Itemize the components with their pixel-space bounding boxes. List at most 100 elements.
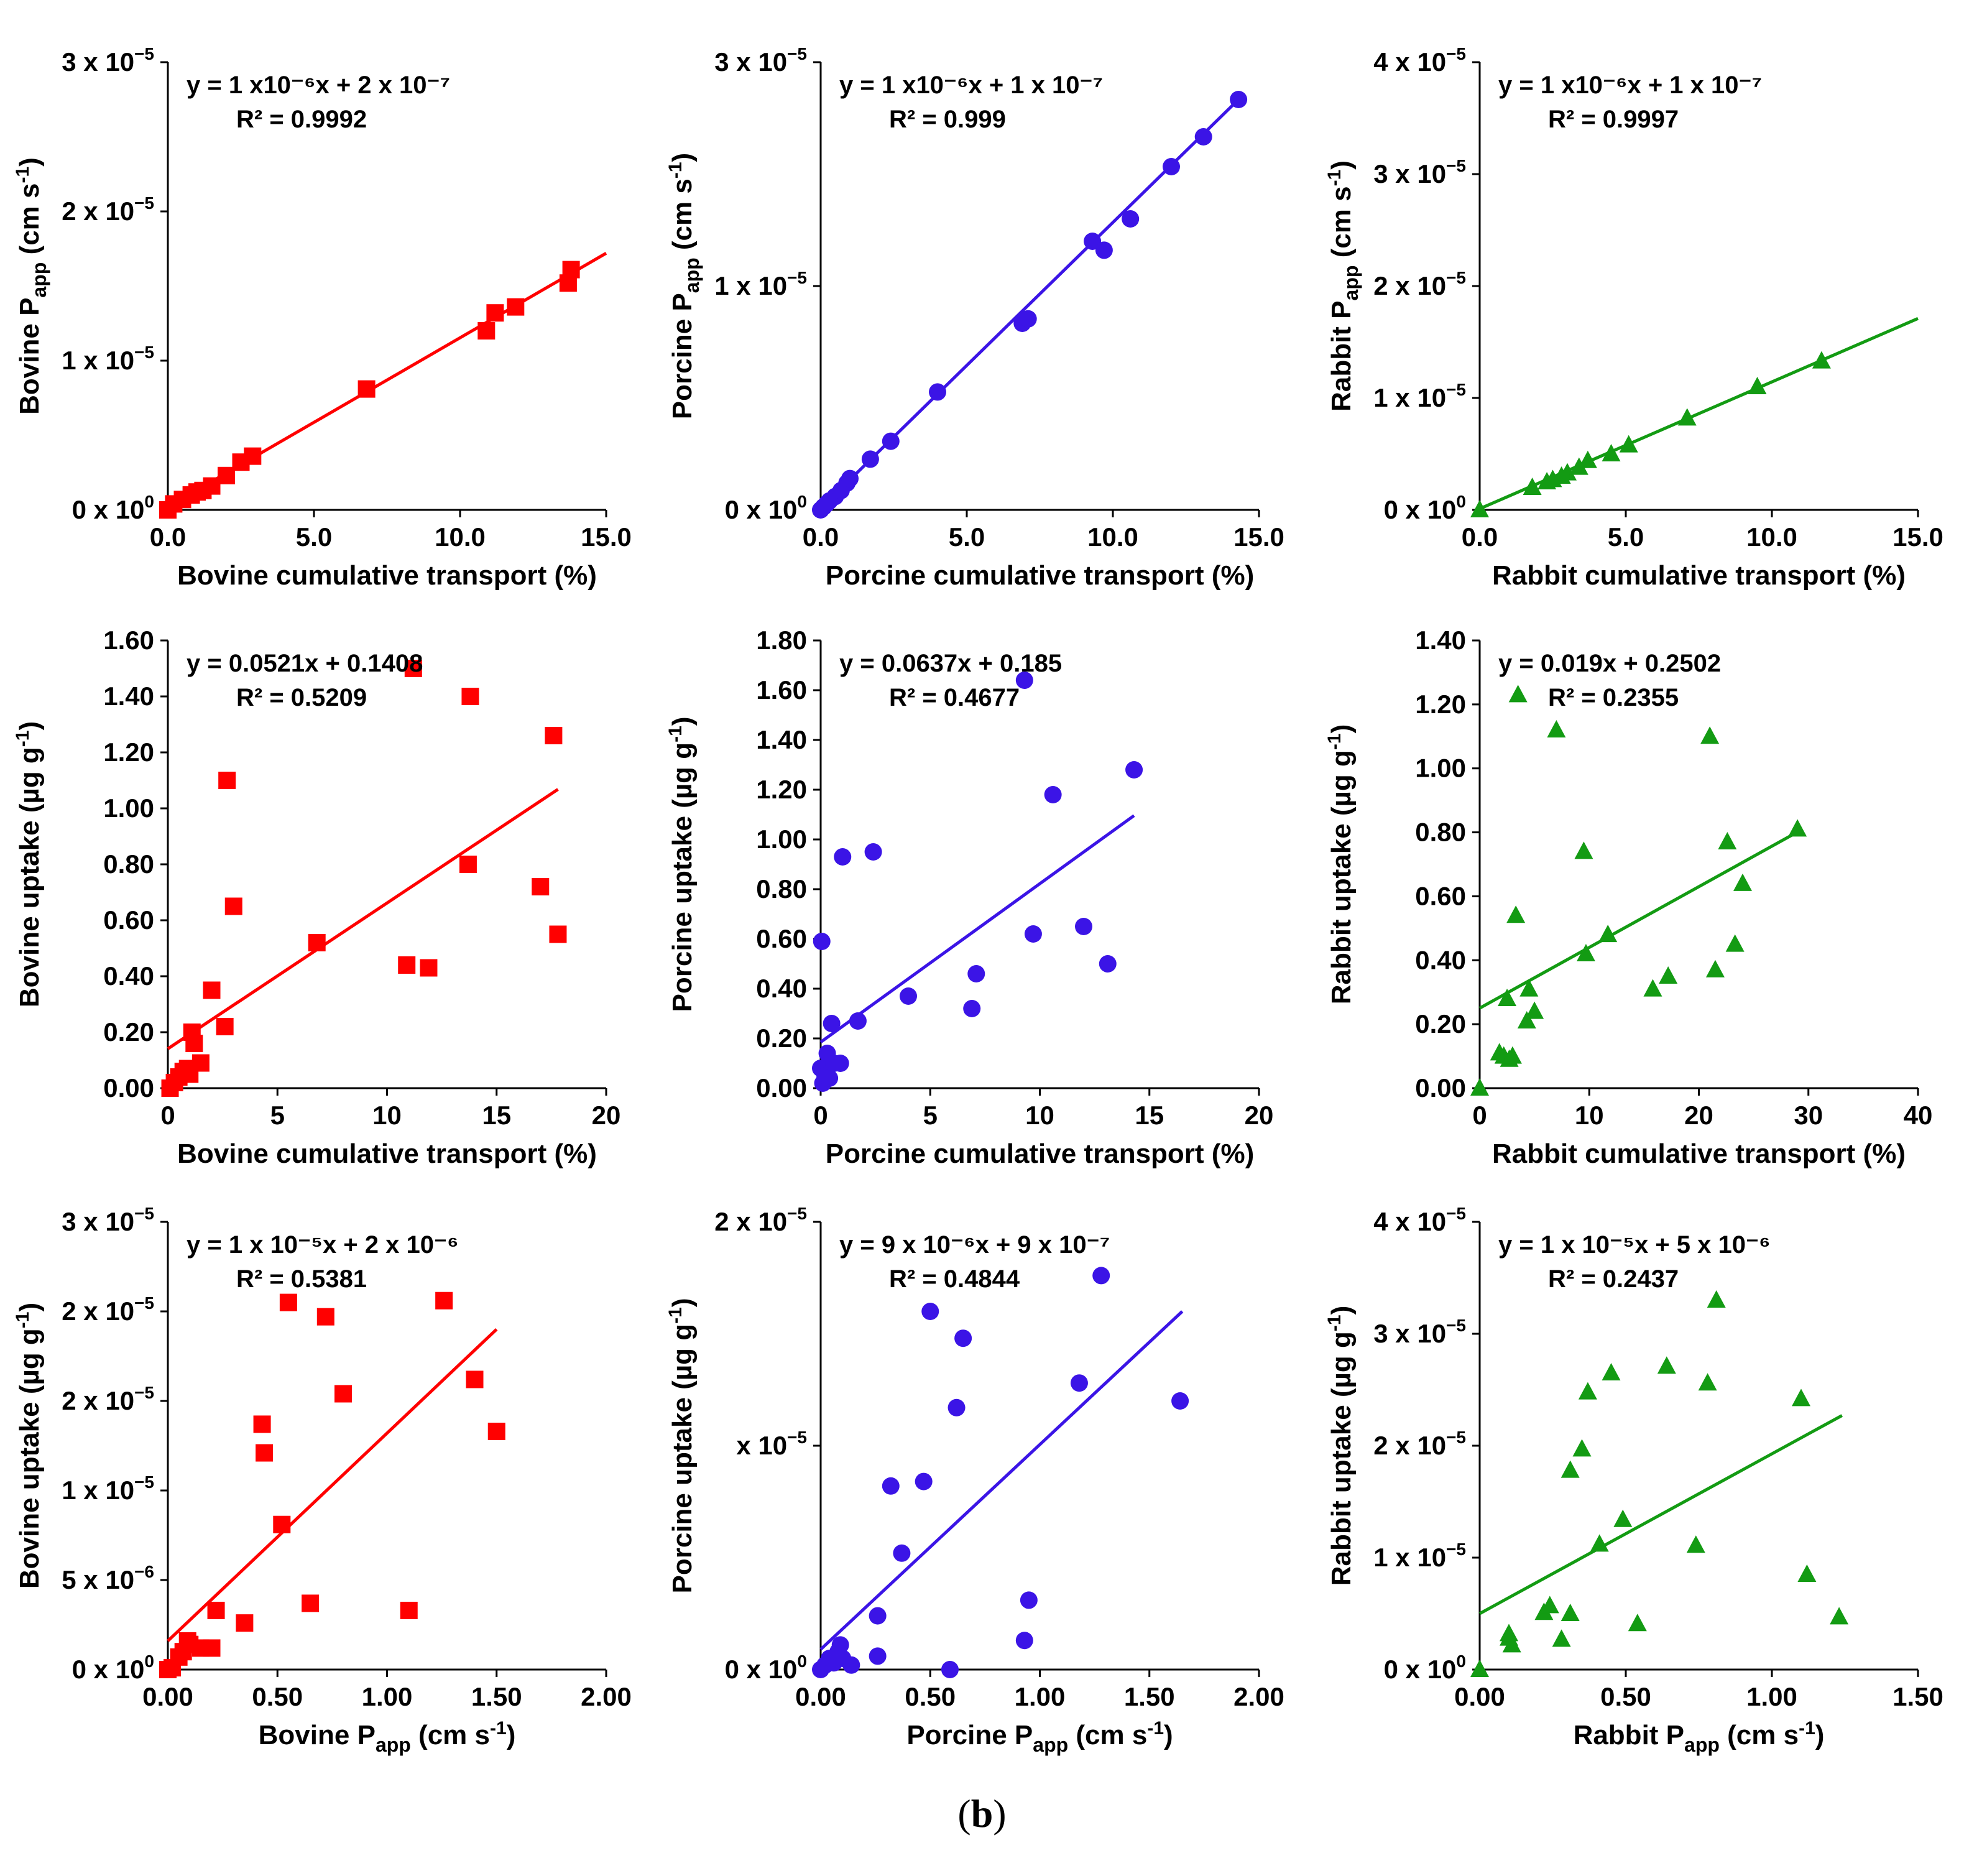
trendline [1478, 1414, 1843, 1615]
x-tick-label: 5.0 [1608, 522, 1644, 552]
x-tick-label: 0.0 [803, 522, 839, 552]
data-point [1020, 1591, 1038, 1609]
data-point [236, 1614, 254, 1632]
data-point [1506, 905, 1526, 923]
r-squared: R² = 0.999 [889, 106, 1006, 133]
y-tick-label: 1.20 [756, 775, 807, 804]
y-axis-label: Rabbit uptake (µg g-1) [1324, 1306, 1357, 1586]
x-tick-label: 5 [270, 1101, 285, 1130]
data-point [1578, 450, 1597, 468]
x-tick-label: 10 [1575, 1101, 1604, 1130]
chart-r1c3: 0 x 100 1 x 10−5 2 x 10−5 3 x 10−5 4 x 10−5 0… [1324, 44, 1943, 591]
data-point [486, 304, 504, 322]
x-axis-label: Porcine cumulative transport (%) [826, 1139, 1254, 1169]
data-point [1613, 1509, 1633, 1527]
chart-r1c1: 0 x 100 1 x 10−5 2 x 10−5 3 x 10−5 0.0 5.0 10.… [12, 44, 632, 591]
y-tick-label: 1.20 [1415, 690, 1466, 719]
x-tick-label: 0 [160, 1101, 175, 1130]
data-point [834, 848, 852, 866]
x-tick-label: 40 [1904, 1101, 1933, 1130]
data-point [1525, 1001, 1544, 1019]
regression-equation: y = 1 x10⁻⁶x + 1 x 10⁻⁷ [1498, 72, 1762, 99]
data-point [869, 1647, 887, 1665]
data-point [821, 1070, 839, 1087]
x-axis-label: Rabbit cumulative transport (%) [1492, 1139, 1906, 1169]
y-tick-label: 3 x 10−5 [62, 44, 154, 76]
y-tick-label: 0.40 [1415, 945, 1466, 974]
data-point [1677, 408, 1697, 426]
data-point [1578, 1382, 1597, 1400]
y-tick-label: 1.60 [756, 675, 807, 705]
y-tick-label: 4 x 10−5 [1373, 44, 1466, 76]
data-point [1602, 444, 1621, 461]
data-point [963, 1000, 981, 1017]
y-tick-label: 3 x 10−5 [1373, 156, 1466, 188]
y-axis-label: Bovine uptake (µg g-1) [12, 721, 45, 1007]
x-axis-label: Porcine cumulative transport (%) [826, 560, 1254, 591]
figure-caption: (b) [0, 1791, 1964, 1837]
data-point [185, 1035, 203, 1052]
data-point [562, 261, 580, 279]
y-tick-label: 0.80 [103, 849, 154, 879]
data-point [1015, 1632, 1033, 1650]
y-tick-label: 1.40 [103, 682, 154, 711]
data-point [893, 1544, 911, 1562]
x-tick-label: 15.0 [1233, 522, 1284, 552]
x-axis-label: Bovine Papp (cm s-1) [259, 1718, 516, 1756]
data-point [1574, 841, 1593, 859]
x-tick-label: 30 [1794, 1101, 1823, 1130]
data-point [1657, 1356, 1676, 1374]
x-tick-label: 0.0 [1462, 522, 1498, 552]
x-tick-label: 10.0 [435, 522, 486, 552]
y-tick-label: 0.00 [103, 1073, 154, 1102]
x-tick-label: 0.00 [1454, 1682, 1505, 1711]
data-point [831, 1636, 849, 1654]
data-point [1718, 832, 1737, 849]
y-tick-label: 3 x 10−5 [62, 1204, 154, 1236]
data-point [545, 727, 563, 744]
data-point [947, 1398, 966, 1416]
chart-panel-r2c2: 0.00 0.20 0.40 0.60 0.80 1.00 1.20 1.40 1.60 1.80… [653, 603, 1299, 1200]
chart-r3c3: 0 x 100 1 x 10−5 2 x 10−5 3 x 10−5 4 x 10−5 0… [1324, 1204, 1943, 1756]
y-tick-label: 1.40 [1415, 626, 1466, 655]
y-tick-label: 1.00 [1415, 754, 1466, 783]
trendline [1478, 830, 1799, 1010]
data-point [915, 1472, 933, 1490]
data-point [1725, 934, 1745, 952]
r-squared: R² = 0.2437 [1548, 1265, 1679, 1293]
data-point [1572, 1439, 1592, 1457]
x-tick-label: 1.50 [471, 1682, 522, 1711]
x-tick-label: 10.0 [1087, 522, 1138, 552]
trendline [819, 1310, 1184, 1651]
chart-panel-r1c2: 0 x 100 1 x 10−5 3 x 10−5 0.0 5.0 10.0 15.0 Por… [653, 25, 1299, 622]
y-tick-label: 1 x 10−5 [1373, 380, 1466, 412]
x-tick-label: 1.00 [1746, 1682, 1797, 1711]
data-point [1590, 1534, 1609, 1552]
data-point [849, 1012, 867, 1030]
x-tick-label: 0.50 [252, 1682, 303, 1711]
chart-panel-r2c3: 0.00 0.20 0.40 0.60 0.80 1.00 1.20 1.40 0 10 20 30 4… [1312, 603, 1958, 1200]
y-tick-label: 0 x 100 [1384, 492, 1466, 524]
data-point [1519, 979, 1539, 997]
data-point [1552, 1629, 1571, 1647]
x-tick-label: 15.0 [581, 522, 632, 552]
y-tick-label: 1.60 [103, 626, 154, 655]
data-point [967, 965, 985, 982]
y-tick-label: 2 x 10−5 [1373, 268, 1466, 300]
y-tick-label: 0 x 100 [1384, 1652, 1466, 1684]
data-point [1503, 1046, 1522, 1064]
data-point [1792, 1389, 1810, 1407]
data-point [954, 1329, 972, 1347]
regression-equation: y = 1 x 10⁻⁵x + 2 x 10⁻⁶ [187, 1231, 459, 1259]
x-tick-label: 0 [813, 1101, 828, 1130]
data-point [813, 933, 831, 950]
data-point [203, 1639, 221, 1657]
data-point [244, 447, 262, 465]
data-point [1700, 726, 1720, 744]
regression-equation: y = 0.0521x + 0.1408 [187, 650, 423, 677]
y-tick-label: 1 x 10−5 [62, 1472, 154, 1505]
data-point [842, 1656, 860, 1674]
data-point [864, 843, 882, 861]
caption-open-paren: ( [957, 1791, 971, 1836]
